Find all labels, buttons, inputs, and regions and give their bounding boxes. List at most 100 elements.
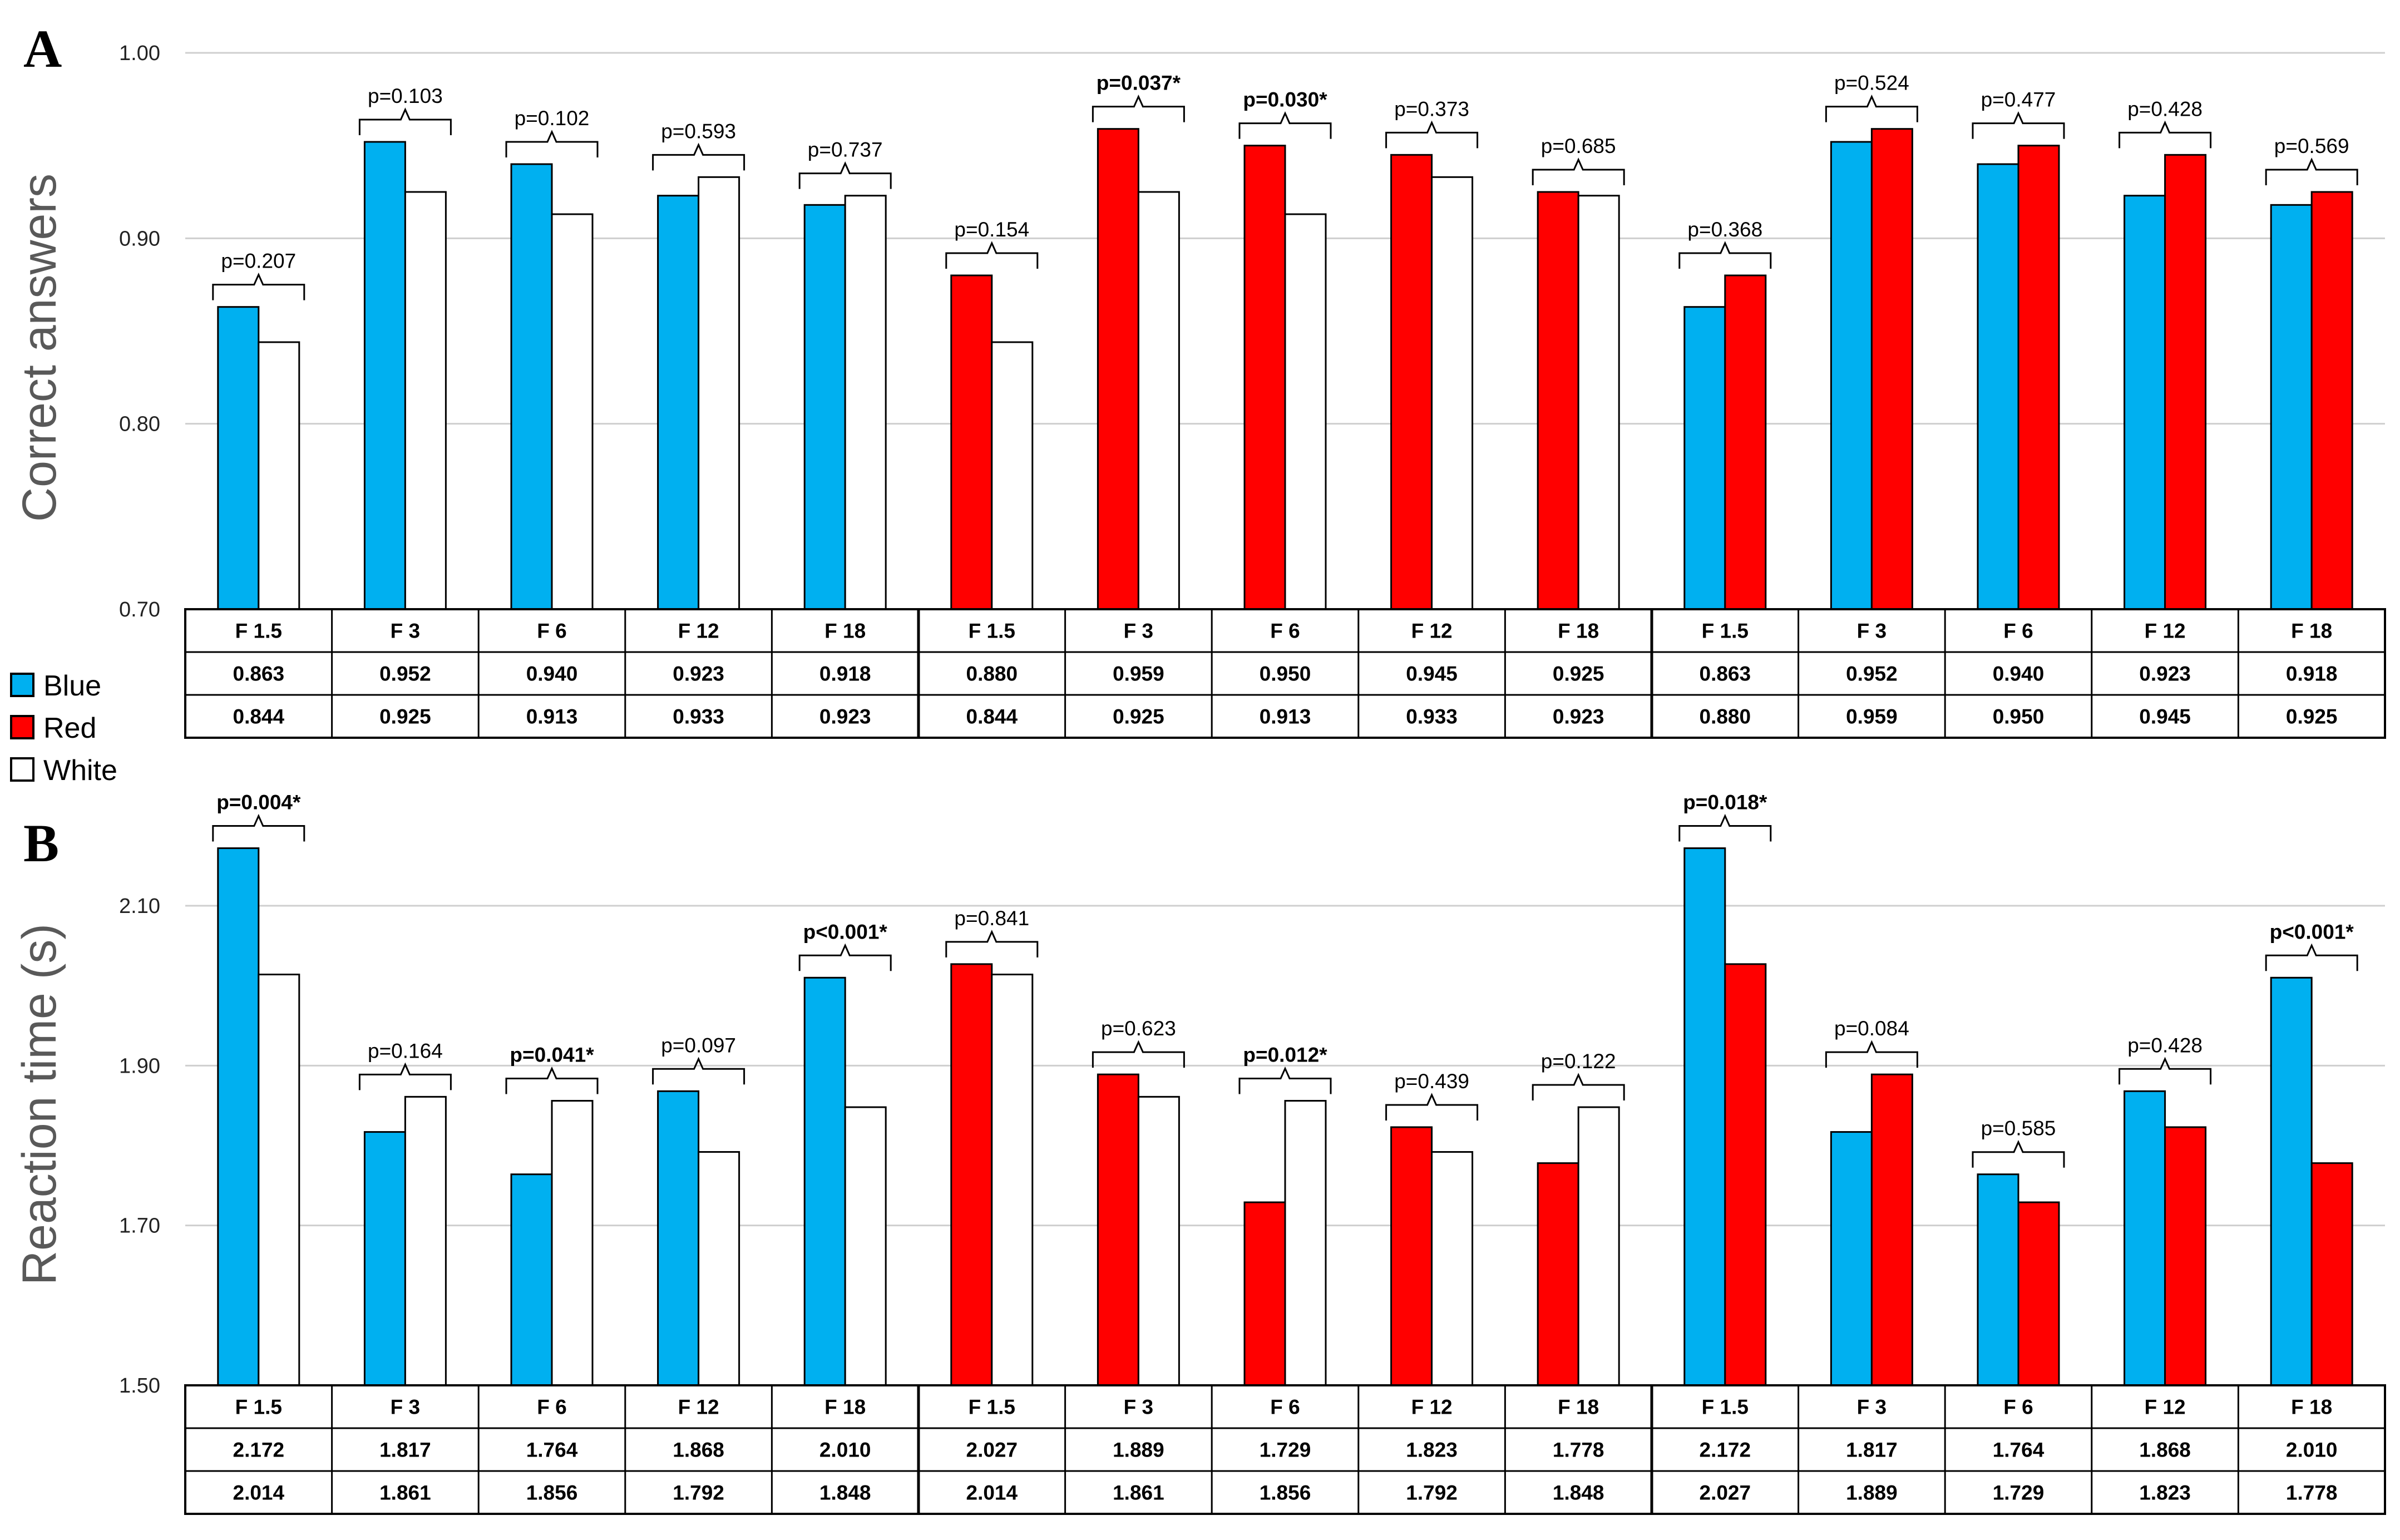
bar-blue (1683, 306, 1726, 610)
legend-label-red: Red (43, 712, 96, 744)
panel-A: A Correct answers 0.70 0.80 0.90 1.00 p=0.207 p… (13, 19, 2386, 739)
x-category-label: F 6 (2003, 1396, 2033, 1419)
table-cell-second-value: 2.014 (966, 1482, 1018, 1504)
legend: Blue Red White (10, 670, 117, 787)
table-cell-first-value: 1.817 (379, 1439, 431, 1462)
table-cell-first-value: 0.923 (673, 663, 724, 685)
table-cell-first-value: 2.010 (819, 1439, 871, 1462)
p-value-label: p=0.207 (221, 250, 296, 273)
table-cell-second-value: 0.844 (233, 705, 285, 728)
significance-bracket (505, 130, 599, 157)
bar-red (1537, 191, 1579, 610)
p-value-label: p=0.097 (661, 1034, 736, 1057)
x-category-label: F 6 (2003, 620, 2033, 643)
p-value-label: p<0.001* (2270, 920, 2354, 943)
table-cell-second-value: 0.945 (2139, 705, 2191, 728)
bar-red (1390, 1126, 1433, 1386)
bar-blue (2270, 976, 2313, 1386)
table-cell-second-value: 1.856 (526, 1482, 578, 1504)
table-cell-first-value: 0.925 (1553, 663, 1604, 685)
significance-bracket (1092, 94, 1185, 122)
y-axis-label: Reaction time (s) (13, 924, 66, 1285)
bar-white (844, 1106, 887, 1386)
table-cell-first-value: 0.952 (379, 663, 431, 685)
table-cell-first-value: 0.880 (966, 663, 1018, 685)
significance-bracket (2265, 157, 2358, 185)
bar-blue (217, 847, 260, 1386)
x-category-label: F 18 (824, 1396, 866, 1419)
bar-red (1097, 128, 1139, 610)
p-value-label: p=0.012* (1243, 1044, 1327, 1067)
table-cell-second-value: 0.923 (819, 705, 871, 728)
table-cell-second-value: 0.950 (1993, 705, 2045, 728)
bar-blue (1683, 847, 1726, 1386)
legend-label-blue: Blue (43, 670, 101, 702)
x-category-label: F 18 (2291, 620, 2332, 643)
table-cell-first-value: 0.918 (819, 663, 871, 685)
y-tick-label: 0.90 (119, 227, 160, 250)
table-cell-first-value: 0.863 (1700, 663, 1751, 685)
significance-bracket (1825, 1040, 1918, 1068)
table-cell-second-value: 1.792 (1406, 1482, 1458, 1504)
bar-white (1137, 1095, 1180, 1386)
table-cell-second-value: 1.861 (379, 1482, 431, 1504)
table-cell-first-value: 0.940 (1993, 663, 2045, 685)
panel-label: B (23, 813, 59, 873)
significance-bracket (945, 241, 1039, 269)
table-cell-first-value: 1.729 (1260, 1439, 1311, 1462)
significance-bracket (1385, 1093, 1479, 1121)
table-cell-second-value: 1.778 (2286, 1482, 2338, 1504)
table-cell-second-value: 1.848 (819, 1482, 871, 1504)
bar-red (1097, 1073, 1139, 1386)
x-category-label: F 12 (1411, 620, 1453, 643)
bar-blue (803, 976, 846, 1386)
table-cell-first-value: 1.764 (526, 1439, 578, 1462)
table-cell-first-value: 0.959 (1113, 663, 1164, 685)
table-cell-second-value: 1.792 (673, 1482, 724, 1504)
significance-bracket (2118, 120, 2212, 149)
p-value-label: p=0.102 (515, 107, 590, 130)
bar-blue (363, 141, 406, 610)
x-category-label: F 6 (1270, 620, 1300, 643)
table-cell-second-value: 1.856 (1260, 1482, 1311, 1504)
data-table-border (184, 1384, 2386, 1515)
bar-blue (1830, 1131, 1873, 1386)
table-cell-first-value: 2.027 (966, 1439, 1018, 1462)
x-category-label: F 12 (1411, 1396, 1453, 1419)
table-cell-first-value: 2.172 (1700, 1439, 1751, 1462)
table-cell-first-value: 1.817 (1846, 1439, 1898, 1462)
bar-red (2164, 1126, 2207, 1386)
p-value-label: p=0.685 (1541, 135, 1616, 157)
significance-bracket (1678, 813, 1772, 842)
table-cell-second-value: 1.729 (1993, 1482, 2045, 1504)
significance-bracket (1385, 120, 1479, 149)
panel-B: B Reaction time (s) 1.50 1.70 1.90 2.10 p=0.00… (13, 791, 2386, 1515)
p-value-label: p=0.122 (1541, 1050, 1616, 1073)
p-value-label: p=0.037* (1097, 72, 1181, 95)
x-category-label: F 18 (1558, 620, 1599, 643)
x-category-label: F 1.5 (235, 1396, 282, 1419)
p-value-label: p=0.623 (1101, 1017, 1176, 1040)
bar-red (2017, 145, 2060, 610)
bar-white (991, 341, 1034, 610)
data-table-border (184, 608, 2386, 739)
y-tick-label: 0.80 (119, 413, 160, 436)
table-cell-first-value: 2.172 (233, 1439, 285, 1462)
legend-swatch-white (10, 757, 34, 782)
bar-white (1137, 191, 1180, 610)
p-value-label: p=0.477 (1981, 88, 2056, 111)
bar-red (2310, 191, 2353, 610)
significance-bracket (1092, 1040, 1185, 1068)
table-cell-first-value: 1.868 (2139, 1439, 2191, 1462)
legend-label-white: White (43, 754, 117, 787)
p-value-label: p=0.428 (2127, 97, 2203, 120)
x-category-label: F 6 (1270, 1396, 1300, 1419)
significance-bracket (1532, 1073, 1625, 1101)
bar-blue (1830, 141, 1873, 610)
p-value-label: p=0.737 (808, 139, 883, 161)
p-value-label: p=0.368 (1687, 218, 1762, 241)
bar-blue (510, 163, 553, 610)
significance-bracket (1238, 111, 1332, 139)
p-value-label: p=0.428 (2127, 1034, 2203, 1057)
